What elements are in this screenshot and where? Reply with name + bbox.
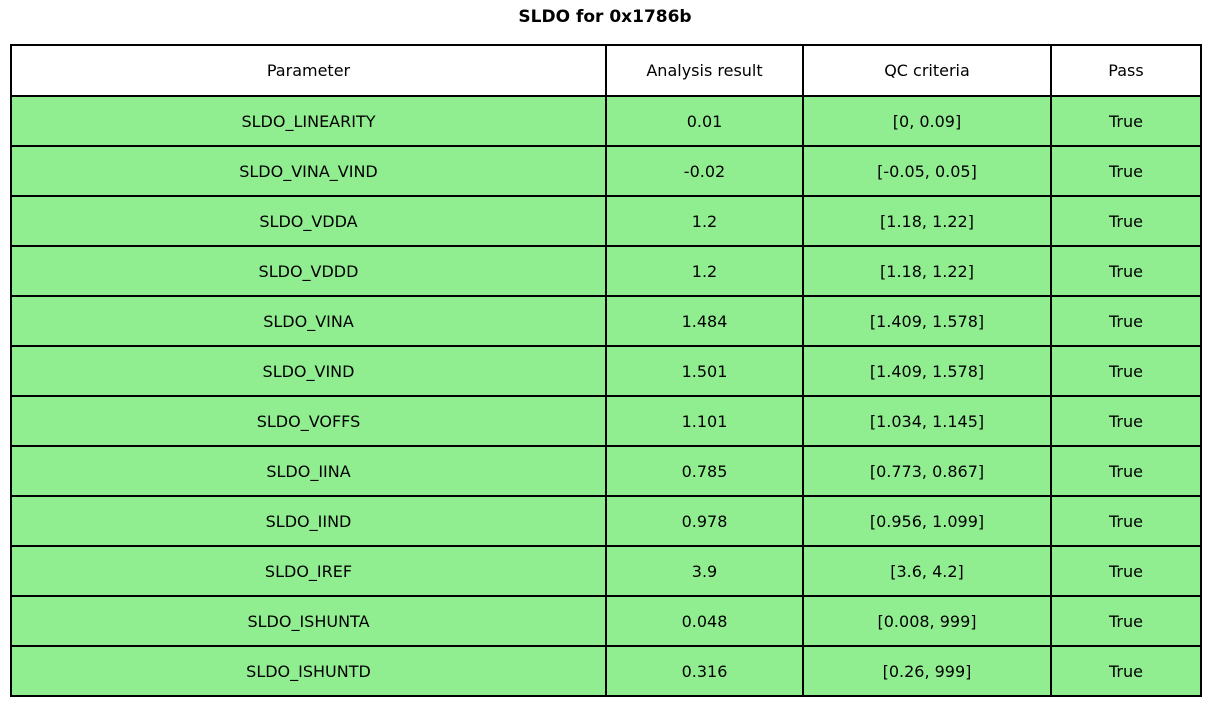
- qc-criteria-cell: [0.773, 0.867]: [802, 445, 1052, 497]
- qc-criteria-cell: [0.008, 999]: [802, 595, 1052, 647]
- pass-cell: True: [1050, 245, 1202, 297]
- analysis-result-cell: 0.978: [605, 495, 804, 547]
- table-body: SLDO_LINEARITY 0.01 [0, 0.09] True SLDO_VINA…: [10, 95, 1202, 697]
- table-row: SLDO_ISHUNTD 0.316 [0.26, 999] True: [10, 645, 1202, 697]
- parameter-cell: SLDO_VOFFS: [10, 395, 607, 447]
- qc-criteria-cell: [-0.05, 0.05]: [802, 145, 1052, 197]
- table-row: SLDO_VDDA 1.2 [1.18, 1.22] True: [10, 195, 1202, 247]
- parameter-cell: SLDO_ISHUNTD: [10, 645, 607, 697]
- col-header-parameter: Parameter: [10, 44, 607, 97]
- parameter-cell: SLDO_ISHUNTA: [10, 595, 607, 647]
- pass-cell: True: [1050, 295, 1202, 347]
- qc-criteria-cell: [1.18, 1.22]: [802, 195, 1052, 247]
- analysis-result-cell: 3.9: [605, 545, 804, 597]
- analysis-result-cell: 0.785: [605, 445, 804, 497]
- pass-cell: True: [1050, 595, 1202, 647]
- parameter-cell: SLDO_VDDD: [10, 245, 607, 297]
- table-row: SLDO_ISHUNTA 0.048 [0.008, 999] True: [10, 595, 1202, 647]
- col-header-qc-criteria: QC criteria: [802, 44, 1052, 97]
- pass-cell: True: [1050, 495, 1202, 547]
- page-title: SLDO for 0x1786b: [518, 7, 692, 27]
- qc-criteria-cell: [1.034, 1.145]: [802, 395, 1052, 447]
- analysis-result-cell: 0.048: [605, 595, 804, 647]
- analysis-result-cell: 1.484: [605, 295, 804, 347]
- qc-criteria-cell: [1.409, 1.578]: [802, 295, 1052, 347]
- analysis-result-cell: 1.2: [605, 245, 804, 297]
- table-row: SLDO_IINA 0.785 [0.773, 0.867] True: [10, 445, 1202, 497]
- qc-results-table: Parameter Analysis result QC criteria Pa…: [10, 44, 1202, 697]
- qc-criteria-cell: [3.6, 4.2]: [802, 545, 1052, 597]
- analysis-result-cell: -0.02: [605, 145, 804, 197]
- col-header-analysis-result: Analysis result: [605, 44, 804, 97]
- qc-criteria-cell: [0.26, 999]: [802, 645, 1052, 697]
- pass-cell: True: [1050, 145, 1202, 197]
- pass-cell: True: [1050, 95, 1202, 147]
- pass-cell: True: [1050, 395, 1202, 447]
- parameter-cell: SLDO_IREF: [10, 545, 607, 597]
- parameter-cell: SLDO_VIND: [10, 345, 607, 397]
- pass-cell: True: [1050, 645, 1202, 697]
- table-row: SLDO_VINA 1.484 [1.409, 1.578] True: [10, 295, 1202, 347]
- analysis-result-cell: 0.01: [605, 95, 804, 147]
- table-row: SLDO_IIND 0.978 [0.956, 1.099] True: [10, 495, 1202, 547]
- header-row: Parameter Analysis result QC criteria Pa…: [10, 44, 1202, 97]
- table-row: SLDO_VDDD 1.2 [1.18, 1.22] True: [10, 245, 1202, 297]
- qc-criteria-cell: [0, 0.09]: [802, 95, 1052, 147]
- analysis-result-cell: 1.2: [605, 195, 804, 247]
- table-row: SLDO_VIND 1.501 [1.409, 1.578] True: [10, 345, 1202, 397]
- analysis-result-cell: 1.501: [605, 345, 804, 397]
- table-row: SLDO_LINEARITY 0.01 [0, 0.09] True: [10, 95, 1202, 147]
- table-row: SLDO_VOFFS 1.101 [1.034, 1.145] True: [10, 395, 1202, 447]
- pass-cell: True: [1050, 345, 1202, 397]
- parameter-cell: SLDO_VDDA: [10, 195, 607, 247]
- parameter-cell: SLDO_LINEARITY: [10, 95, 607, 147]
- analysis-result-cell: 0.316: [605, 645, 804, 697]
- pass-cell: True: [1050, 195, 1202, 247]
- table-row: SLDO_IREF 3.9 [3.6, 4.2] True: [10, 545, 1202, 597]
- qc-criteria-cell: [1.409, 1.578]: [802, 345, 1052, 397]
- table-header: Parameter Analysis result QC criteria Pa…: [10, 44, 1202, 97]
- qc-criteria-cell: [0.956, 1.099]: [802, 495, 1052, 547]
- parameter-cell: SLDO_VINA: [10, 295, 607, 347]
- parameter-cell: SLDO_IIND: [10, 495, 607, 547]
- analysis-result-cell: 1.101: [605, 395, 804, 447]
- table-row: SLDO_VINA_VIND -0.02 [-0.05, 0.05] True: [10, 145, 1202, 197]
- pass-cell: True: [1050, 545, 1202, 597]
- parameter-cell: SLDO_IINA: [10, 445, 607, 497]
- col-header-pass: Pass: [1050, 44, 1202, 97]
- qc-criteria-cell: [1.18, 1.22]: [802, 245, 1052, 297]
- parameter-cell: SLDO_VINA_VIND: [10, 145, 607, 197]
- pass-cell: True: [1050, 445, 1202, 497]
